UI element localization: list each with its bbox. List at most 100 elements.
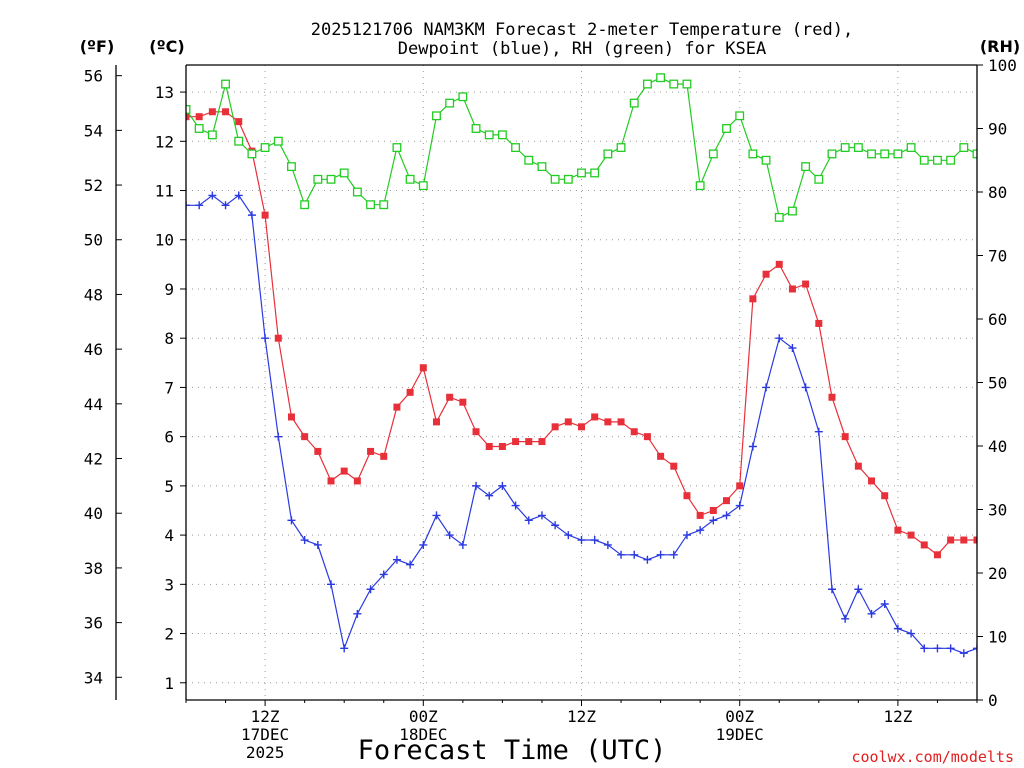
data-point (550, 174, 560, 184)
data-point (459, 398, 467, 406)
rh-tick-label: 50 (988, 374, 1007, 393)
data-point (471, 124, 481, 133)
data-point (287, 162, 296, 172)
data-point (682, 79, 692, 89)
data-point (485, 442, 493, 450)
data-point (840, 143, 850, 152)
data-point (775, 260, 783, 268)
data-point (854, 462, 862, 470)
data-point (762, 270, 770, 278)
data-point (907, 531, 915, 539)
data-point (761, 155, 771, 165)
data-point (801, 383, 810, 392)
data-point (512, 438, 520, 446)
data-point (577, 536, 586, 545)
data-point (959, 649, 968, 658)
data-point (366, 200, 376, 210)
data-point (551, 423, 559, 431)
data-point (617, 550, 626, 559)
data-point (893, 149, 903, 159)
data-point (208, 191, 217, 200)
x-axis-label: Forecast Time (UTC) (358, 735, 667, 766)
data-point (367, 447, 375, 455)
x-tick-label: 12Z (567, 707, 596, 726)
data-point (920, 644, 929, 653)
data-point (340, 467, 348, 475)
rh-tick-label: 0 (988, 691, 998, 710)
data-point (222, 108, 230, 116)
data-point (194, 124, 204, 133)
celsius-unit-label: (ºC) (149, 37, 184, 56)
fahrenheit-tick-label: 50 (84, 231, 103, 250)
data-point (497, 130, 507, 140)
data-point (656, 73, 666, 83)
data-point (695, 181, 705, 191)
data-point (379, 200, 389, 210)
data-point (933, 155, 942, 165)
data-point (616, 143, 626, 152)
fahrenheit-tick-label: 56 (84, 67, 103, 86)
data-point (314, 447, 322, 455)
data-point (1013, 615, 1021, 623)
data-point (261, 334, 270, 343)
data-point (657, 452, 665, 460)
celsius-tick-label: 2 (164, 625, 174, 644)
data-point (906, 143, 916, 152)
data-point (195, 113, 203, 121)
data-point (432, 111, 441, 121)
data-point (186, 201, 190, 210)
data-point (919, 155, 929, 165)
data-point (247, 211, 256, 220)
rh-tick-label: 100 (988, 56, 1017, 75)
data-point (195, 201, 204, 210)
data-point (340, 644, 349, 653)
fahrenheit-tick-label: 42 (84, 450, 103, 469)
data-point (788, 285, 796, 293)
data-point (986, 150, 994, 158)
data-point (472, 481, 481, 490)
data-point (814, 427, 823, 436)
data-point (392, 555, 401, 564)
data-point (564, 531, 573, 540)
data-point (880, 600, 889, 609)
data-point (301, 433, 309, 441)
data-point (604, 418, 612, 426)
rh-tick-label: 10 (988, 628, 1007, 647)
data-point (484, 130, 494, 140)
data-point (880, 149, 890, 159)
data-point (260, 143, 270, 152)
data-point (696, 526, 705, 535)
data-point (946, 155, 956, 165)
data-point (841, 433, 849, 441)
data-point (537, 511, 546, 520)
data-point (432, 511, 441, 520)
data-point (406, 560, 415, 569)
celsius-tick-label: 7 (164, 378, 174, 397)
fahrenheit-tick-label: 52 (84, 176, 103, 195)
data-point (247, 149, 257, 159)
data-point (960, 536, 968, 544)
data-point (235, 118, 243, 126)
data-point (446, 393, 454, 401)
x-tick-label: 19DEC (716, 725, 764, 744)
data-point (643, 555, 652, 564)
data-point (853, 143, 863, 152)
data-point (682, 531, 691, 540)
data-point (787, 206, 797, 216)
data-point (867, 609, 876, 618)
fahrenheit-tick-label: 44 (84, 395, 103, 414)
data-point (498, 442, 506, 450)
fahrenheit-tick-label: 48 (84, 285, 103, 304)
data-point (617, 418, 625, 426)
series-dewpoint (186, 191, 1021, 658)
data-point (708, 149, 718, 159)
data-point (300, 200, 310, 210)
data-point (405, 174, 415, 184)
rh-tick-label: 20 (988, 564, 1007, 583)
series-relative-humidity (186, 73, 994, 222)
data-point (537, 162, 547, 172)
data-point (485, 491, 494, 500)
data-point (551, 521, 560, 530)
data-point (933, 551, 941, 559)
fahrenheit-tick-label: 38 (84, 559, 103, 578)
